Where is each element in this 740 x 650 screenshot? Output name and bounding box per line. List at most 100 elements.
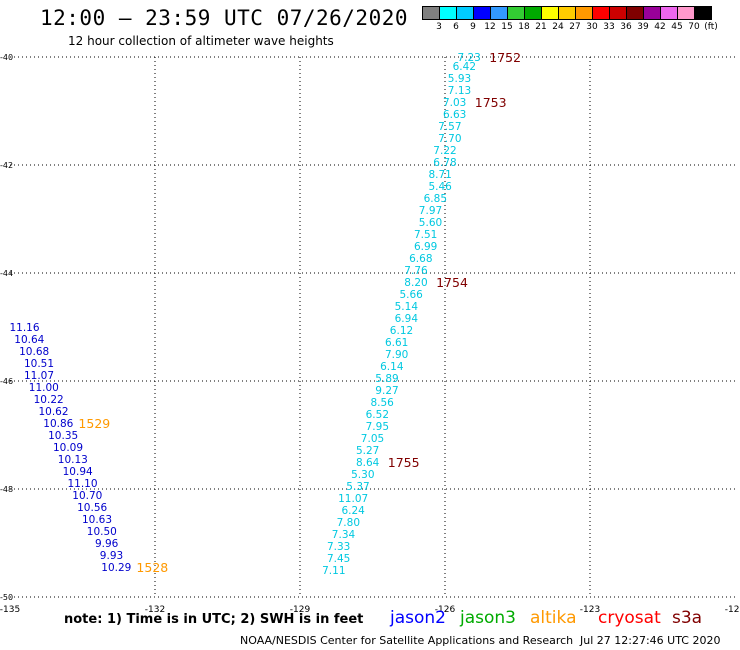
wave-height-label: 11.16	[9, 322, 39, 334]
x-tick-label: -120	[725, 605, 740, 615]
colorscale-label: 9	[470, 22, 476, 32]
wave-height-label: 5.46	[428, 181, 452, 193]
colorscale-label: 45	[671, 22, 683, 32]
satellite-legend-jason2: jason2	[390, 608, 446, 628]
x-tick-label: -123	[580, 605, 600, 615]
wave-height-label: 10.62	[38, 406, 68, 418]
wave-height-label: 8.20	[404, 277, 427, 289]
y-tick-label: -40	[0, 53, 13, 62]
colorscale-label: (ft)	[704, 22, 718, 32]
wave-height-label: 5.66	[399, 289, 423, 301]
wave-height-label: 7.70	[438, 133, 461, 145]
wave-height-label: 10.29	[101, 562, 131, 574]
wave-height-label: 5.30	[351, 469, 374, 481]
x-tick-label: -129	[290, 605, 311, 615]
time-label: 1755	[388, 455, 420, 470]
time-label: 1752	[489, 50, 521, 65]
wave-height-label: 7.05	[361, 433, 384, 445]
time-label: 1529	[78, 416, 110, 431]
wave-height-label: 5.14	[395, 301, 419, 313]
wave-height-label: 11.07	[24, 370, 54, 382]
colorscale-label: 18	[518, 22, 530, 32]
colorscale-swatch	[694, 6, 712, 20]
wave-height-label: 5.37	[346, 481, 369, 493]
satellite-legend-altika: altika	[530, 608, 577, 628]
wave-height-label: 11.10	[67, 478, 97, 490]
wave-height-label: 10.56	[77, 502, 107, 514]
x-tick-label: -132	[145, 605, 165, 615]
wave-height-label: 10.64	[14, 334, 44, 346]
wave-height-label: 10.22	[34, 394, 64, 406]
wave-height-label: 7.13	[448, 85, 471, 97]
wave-height-label: 8.56	[370, 397, 394, 409]
wave-height-label: 9.27	[375, 385, 398, 397]
wave-height-label: 10.51	[24, 358, 54, 370]
y-tick-label: -42	[0, 161, 13, 170]
satellite-legend-jason3: jason3	[460, 608, 516, 628]
footer-note: note: 1) Time is in UTC; 2) SWH is in fe…	[64, 612, 364, 627]
wave-height-label: 6.63	[443, 109, 466, 121]
wave-height-label: 7.45	[327, 553, 350, 565]
wave-height-label: 6.68	[409, 253, 432, 265]
wave-height-label: 5.27	[356, 445, 379, 457]
x-tick-label: -135	[0, 605, 20, 615]
wave-height-label: 5.89	[375, 373, 398, 385]
wave-height-label: 6.52	[366, 409, 389, 421]
wave-height-label: 7.90	[385, 349, 408, 361]
colorscale-label: 42	[654, 22, 666, 32]
wave-height-label: 11.00	[29, 382, 59, 394]
wave-height-label: 6.42	[453, 61, 476, 73]
chart-title: 12:00 – 23:59 UTC 07/26/2020	[40, 6, 409, 30]
time-label: 1754	[436, 275, 468, 290]
wave-height-label: 7.51	[414, 229, 437, 241]
wave-height-label: 8.64	[356, 457, 380, 469]
wave-height-label: 7.57	[438, 121, 461, 133]
wave-height-label: 7.33	[327, 541, 350, 553]
wave-height-label: 5.93	[448, 73, 471, 85]
wave-height-label: 10.35	[48, 430, 78, 442]
time-label: 1528	[136, 560, 168, 575]
wave-height-label: 10.13	[58, 454, 88, 466]
wave-height-label: 7.34	[332, 529, 356, 541]
wave-height-label: 6.78	[433, 157, 456, 169]
wave-height-label: 9.93	[100, 550, 123, 562]
wave-height-label: 6.94	[395, 313, 419, 325]
colorscale-label: 36	[620, 22, 632, 32]
wave-height-label: 7.11	[322, 565, 345, 577]
x-tick-label: -126	[435, 605, 456, 615]
wave-height-label: 6.24	[341, 505, 365, 517]
colorscale-label: 15	[501, 22, 513, 32]
wave-height-label: 10.63	[82, 514, 112, 526]
colorscale-label: 3	[436, 22, 442, 32]
wave-height-label: 10.70	[72, 490, 102, 502]
wave-height-label: 9.96	[95, 538, 119, 550]
colorscale-label: 24	[552, 22, 564, 32]
wave-height-label: 10.50	[87, 526, 117, 538]
wave-height-label: 8.71	[428, 169, 451, 181]
y-tick-label: -44	[0, 269, 13, 278]
wave-height-label: 7.95	[366, 421, 389, 433]
wave-height-label: 7.23	[457, 52, 480, 64]
satellite-legend-cryosat: cryosat	[598, 608, 661, 628]
wave-height-label: 5.60	[419, 217, 442, 229]
y-tick-label: -48	[0, 485, 13, 494]
colorscale-label: 30	[586, 22, 598, 32]
colorscale-label: 33	[603, 22, 615, 32]
colorscale-label: 21	[535, 22, 547, 32]
wave-height-label: 7.03	[443, 97, 466, 109]
wave-height-label: 10.09	[53, 442, 83, 454]
chart-subtitle: 12 hour collection of altimeter wave hei…	[68, 34, 334, 48]
wave-height-label: 7.97	[419, 205, 442, 217]
wave-height-label: 7.80	[337, 517, 360, 529]
colorscale-label: 12	[484, 22, 496, 32]
wave-height-label: 6.61	[385, 337, 408, 349]
wave-height-label: 7.22	[433, 145, 456, 157]
colorscale-label: 70	[688, 22, 700, 32]
wave-height-label: 7.76	[404, 265, 428, 277]
wave-height-label: 6.12	[390, 325, 413, 337]
wave-height-label: 11.07	[338, 493, 368, 505]
timestamp-text: Jul 27 12:27:46 UTC 2020	[580, 634, 721, 647]
colorscale-label: 27	[569, 22, 581, 32]
